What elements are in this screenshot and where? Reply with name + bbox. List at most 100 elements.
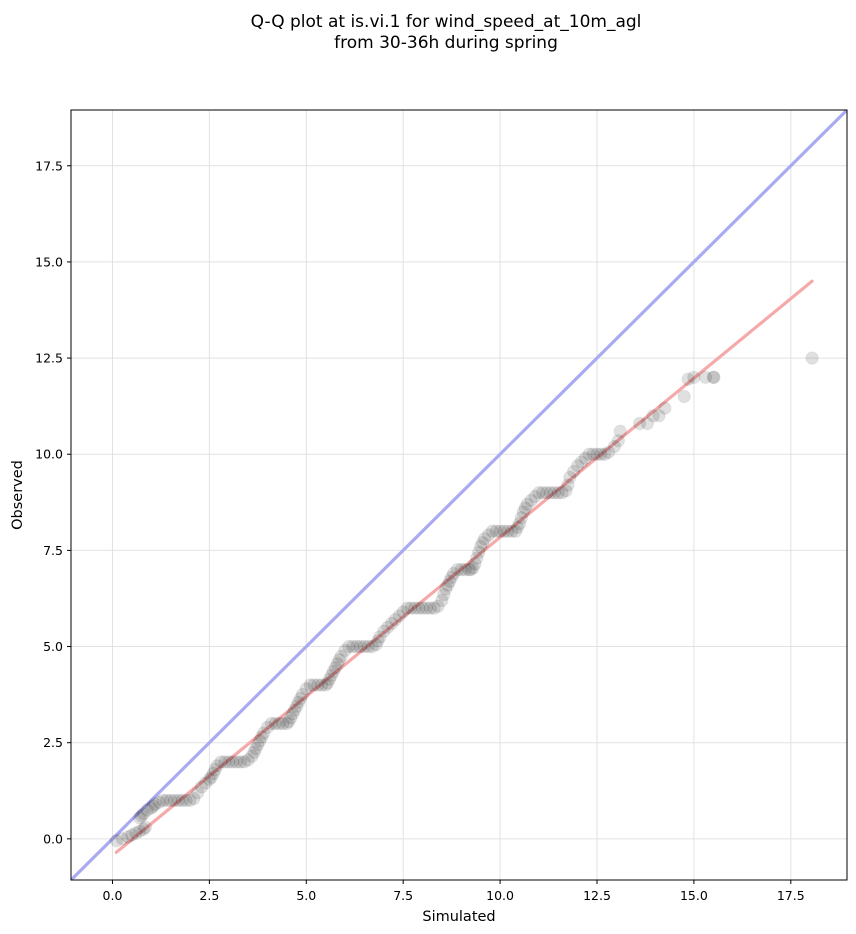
y-axis-ticks: 0.0 2.5 5.0 7.5 10.0 12.5 15.0 17.5 <box>35 158 71 846</box>
x-tick-label: 15.0 <box>680 888 708 903</box>
qq-point <box>574 455 589 469</box>
qq-point <box>171 793 186 808</box>
y-axis-label: Observed <box>10 460 26 530</box>
qq-point <box>307 678 321 692</box>
y-tick-label: 17.5 <box>35 158 63 173</box>
x-tick-label: 7.5 <box>393 888 413 903</box>
qq-point <box>512 516 527 531</box>
qq-point <box>136 822 151 836</box>
y-tick-label: 15.0 <box>35 254 63 269</box>
qq-point <box>474 539 488 554</box>
qq-point <box>532 486 546 500</box>
qq-point <box>293 691 308 706</box>
qq-point <box>332 653 346 667</box>
y-tick-label: 0.0 <box>43 831 63 846</box>
qq-point <box>510 520 525 534</box>
qq-point <box>518 501 532 515</box>
qq-point <box>206 766 221 781</box>
qq-point <box>365 639 379 654</box>
qq-point <box>311 678 325 692</box>
x-tick-label: 17.5 <box>777 888 805 903</box>
qq-point <box>458 562 472 577</box>
qq-point <box>481 528 496 542</box>
qq-point <box>462 562 476 577</box>
qq-point <box>524 493 538 508</box>
qq-point <box>245 749 259 763</box>
qq-point <box>681 372 695 386</box>
qq-point <box>284 711 298 725</box>
qq-point <box>369 637 383 652</box>
qq-point <box>144 801 158 815</box>
qq-point <box>698 370 713 384</box>
qq-point <box>446 566 461 581</box>
qq-point <box>454 562 468 577</box>
qq-point <box>214 755 228 769</box>
qq-point <box>516 505 530 519</box>
qq-point <box>272 716 286 731</box>
qq-point <box>551 486 565 500</box>
qq-point <box>288 703 302 717</box>
qq-point <box>528 489 542 504</box>
qq-point <box>132 811 147 825</box>
qq-point <box>441 578 455 592</box>
qq-point <box>342 639 356 654</box>
qq-point <box>191 786 205 800</box>
qq-point <box>134 809 149 823</box>
chart-title-line-2: from 30-36h during spring <box>334 33 558 53</box>
qq-point <box>508 524 523 538</box>
qq-point <box>225 755 240 769</box>
qq-point <box>109 834 124 848</box>
qq-point <box>140 803 155 817</box>
qq-point <box>388 612 403 627</box>
qq-point <box>276 716 290 731</box>
qq-point <box>396 605 410 619</box>
qq-point <box>470 551 484 565</box>
qq-point <box>218 755 232 769</box>
qq-point <box>431 599 445 613</box>
y-tick-label: 2.5 <box>43 735 63 750</box>
qq-point <box>464 562 478 577</box>
qq-point <box>268 716 282 731</box>
qq-point <box>260 720 275 734</box>
qq-point <box>251 737 265 752</box>
qq-point <box>319 678 333 692</box>
qq-point <box>547 486 562 500</box>
qq-point <box>598 447 612 461</box>
qq-point <box>687 370 701 384</box>
qq-point <box>415 601 430 615</box>
qq-point <box>590 447 604 461</box>
chart-title-line-1: Q-Q plot at is.vi.1 for wind_speed_at_10… <box>251 12 642 32</box>
qq-point <box>136 807 151 821</box>
qq-point <box>152 795 166 809</box>
qq-point <box>419 601 434 615</box>
qq-point <box>328 661 343 675</box>
qq-point <box>570 459 585 473</box>
qq-point <box>295 687 310 702</box>
qq-point <box>303 678 317 692</box>
qq-point <box>129 826 143 840</box>
qq-point <box>138 820 153 834</box>
qq-point <box>559 484 573 498</box>
y-tick-label: 5.0 <box>43 639 63 654</box>
qq-point <box>115 832 129 846</box>
qq-point <box>286 707 300 721</box>
qq-point <box>381 620 395 634</box>
qq-point <box>520 497 534 511</box>
qq-point <box>148 797 162 811</box>
qq-point <box>493 524 507 538</box>
qq-point <box>412 601 426 615</box>
qq-point <box>408 601 422 615</box>
qq-point <box>514 511 529 525</box>
y-tick-label: 12.5 <box>35 351 63 366</box>
qq-point <box>613 424 627 438</box>
qq-point <box>338 643 352 658</box>
qq-point <box>392 609 406 623</box>
qq-point <box>652 409 666 423</box>
qq-point <box>121 830 135 844</box>
qq-point <box>299 682 313 696</box>
qq-point <box>543 486 558 500</box>
qq-point <box>400 601 414 615</box>
fit-line <box>114 279 814 854</box>
qq-point <box>210 759 224 773</box>
qq-point <box>384 616 399 631</box>
